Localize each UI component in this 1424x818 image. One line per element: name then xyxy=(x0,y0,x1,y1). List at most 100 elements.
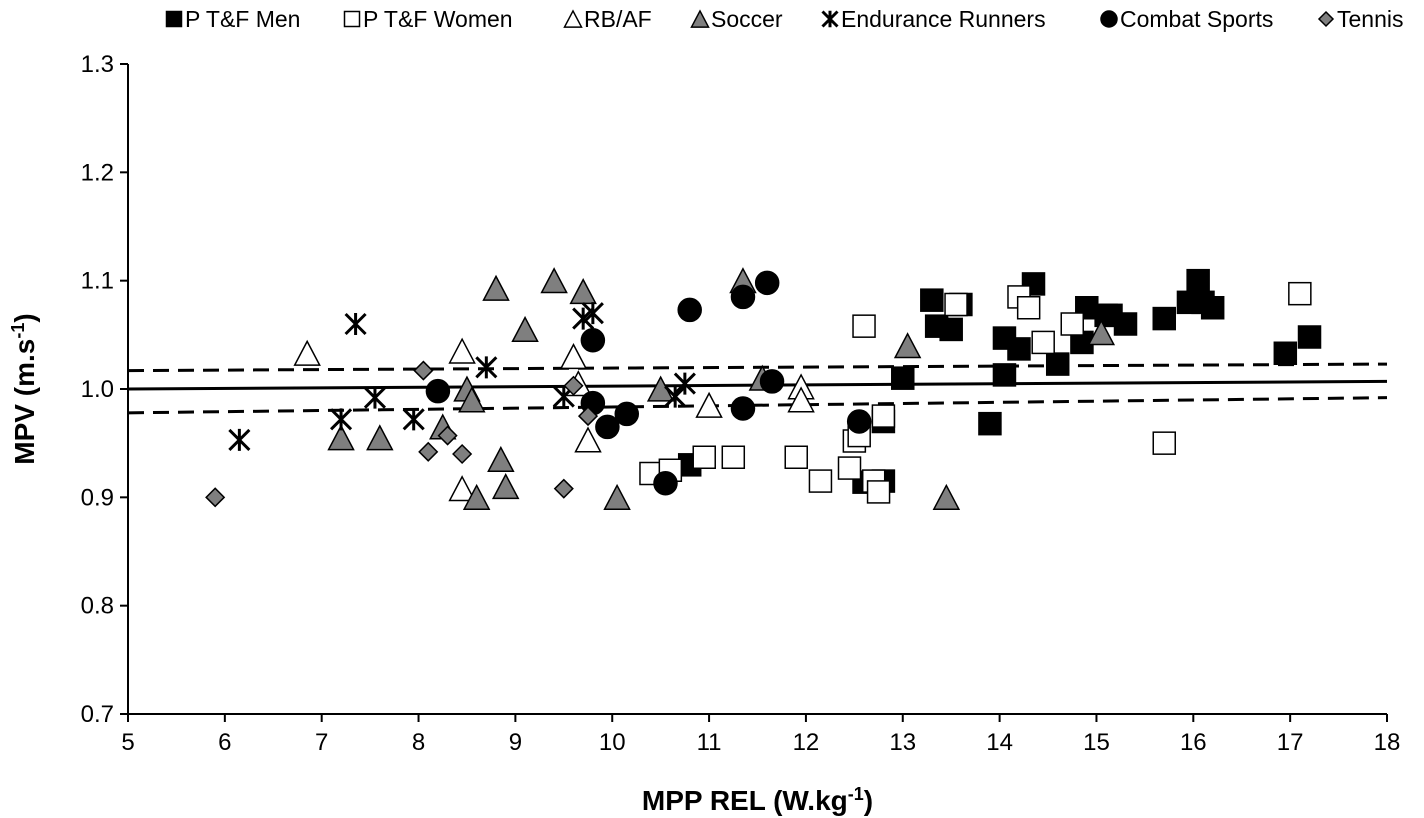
data-point xyxy=(462,483,491,510)
x-tick-label: 11 xyxy=(697,729,722,756)
data-point xyxy=(595,414,620,440)
legend-marker xyxy=(1100,10,1118,28)
data-point xyxy=(846,409,872,434)
data-point xyxy=(866,480,891,504)
data-point xyxy=(677,297,702,323)
data-point xyxy=(673,372,696,395)
data-point xyxy=(721,445,746,469)
legend-label: RB/AF xyxy=(584,6,652,32)
y-tick-label: 0.8 xyxy=(81,593,114,620)
data-point xyxy=(1152,306,1177,331)
x-tick-label: 10 xyxy=(599,729,626,756)
data-point xyxy=(487,445,515,473)
data-point xyxy=(511,315,539,343)
data-point xyxy=(475,356,498,379)
data-point xyxy=(491,473,520,500)
y-axis-ticks: 0.7 0.8 0.9 1.0 1.1 1.2 1.3 xyxy=(81,51,128,728)
y-tick-label: 1.3 xyxy=(81,51,114,78)
legend-label: Tennis xyxy=(1337,6,1403,32)
data-point xyxy=(580,328,606,353)
legend-marker xyxy=(563,9,583,28)
legend-marker xyxy=(343,10,361,28)
data-point xyxy=(293,339,321,366)
legend-label: P T&F Women xyxy=(363,6,513,32)
data-point xyxy=(437,425,458,446)
series-p-t-f-women xyxy=(639,281,1312,504)
data-point xyxy=(402,408,425,431)
data-point xyxy=(978,411,1002,436)
data-point xyxy=(330,408,353,431)
series-combat-sports xyxy=(425,270,872,496)
data-point xyxy=(891,366,915,390)
data-point xyxy=(574,426,602,453)
data-point xyxy=(944,292,968,317)
data-point xyxy=(695,391,723,418)
data-point xyxy=(653,471,678,496)
y-axis-title: MPV (m.s-1) xyxy=(8,313,40,464)
data-point xyxy=(893,332,922,359)
line-ci-lower xyxy=(127,396,1388,415)
data-point xyxy=(614,401,640,427)
data-point xyxy=(1060,312,1084,336)
data-point xyxy=(448,337,476,364)
data-point xyxy=(540,267,568,294)
data-point xyxy=(1200,296,1225,320)
y-tick-label: 1.2 xyxy=(81,159,114,186)
data-point xyxy=(425,378,451,404)
data-point xyxy=(448,475,476,502)
series-tennis xyxy=(205,360,599,508)
data-point xyxy=(787,386,815,413)
data-point xyxy=(1016,296,1041,320)
data-point xyxy=(784,445,808,469)
plot-area: 0.7 0.8 0.9 1.0 1.1 1.2 1.3 5 6 7 8 9 10 11 12 13 14 15 1… xyxy=(81,51,1401,756)
y-tick-label: 1.0 xyxy=(81,376,114,403)
x-tick-label: 15 xyxy=(1083,729,1110,756)
data-point xyxy=(692,445,716,469)
data-point xyxy=(1007,337,1031,361)
data-point xyxy=(344,312,367,336)
legend-label: Combat Sports xyxy=(1120,6,1273,32)
data-point xyxy=(603,483,631,510)
data-point xyxy=(452,443,473,465)
data-point xyxy=(1273,341,1298,365)
legend-label: P T&F Men xyxy=(185,6,300,32)
x-tick-label: 13 xyxy=(889,729,916,756)
legend-item: RB/AF xyxy=(563,6,652,32)
legend-item: Endurance Runners xyxy=(821,6,1046,32)
series-rb-af xyxy=(293,337,815,502)
data-point xyxy=(1031,330,1055,355)
data-point xyxy=(808,469,833,493)
data-point xyxy=(563,375,584,396)
x-tick-label: 12 xyxy=(793,729,820,756)
data-point xyxy=(1113,312,1138,336)
y-tick-label: 0.7 xyxy=(81,701,114,728)
x-tick-label: 14 xyxy=(986,729,1013,756)
legend-item: Soccer xyxy=(690,6,783,32)
data-point xyxy=(730,284,756,310)
x-axis-title: MPP REL (W.kg-1) xyxy=(642,784,873,816)
data-point xyxy=(837,456,862,480)
data-point xyxy=(228,428,251,451)
legend-item: Tennis xyxy=(1317,6,1403,32)
legend-marker xyxy=(821,10,839,28)
data-point xyxy=(327,424,355,451)
legend-label: Endurance Runners xyxy=(841,6,1046,32)
legend-item: Combat Sports xyxy=(1100,6,1273,32)
data-point xyxy=(418,441,439,462)
data-point xyxy=(553,478,574,499)
data-point xyxy=(730,396,756,421)
data-point xyxy=(1152,431,1177,455)
series-endurance-runners xyxy=(228,302,696,451)
legend-label: Soccer xyxy=(711,6,783,32)
data-point xyxy=(754,270,780,296)
x-tick-label: 5 xyxy=(121,729,134,756)
data-point xyxy=(932,483,961,510)
data-point xyxy=(759,369,785,394)
data-point xyxy=(1087,319,1116,346)
data-point xyxy=(920,288,944,312)
data-point xyxy=(559,343,588,370)
legend-marker xyxy=(690,9,710,28)
data-point xyxy=(413,360,434,381)
data-points xyxy=(205,267,1322,510)
